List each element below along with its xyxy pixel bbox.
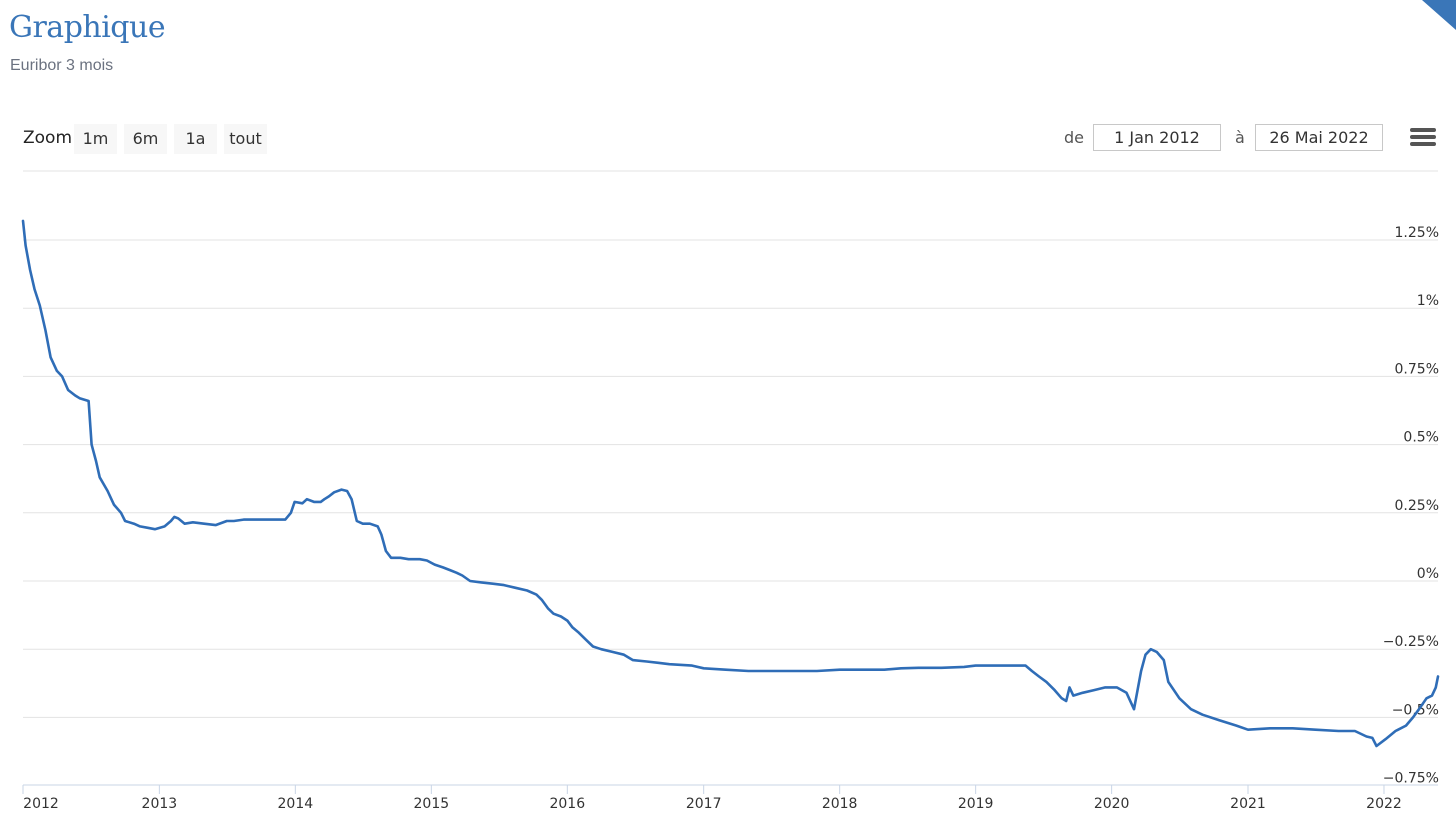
from-date-input[interactable] — [1093, 124, 1221, 151]
grid-lines — [23, 170, 1438, 718]
x-tick-label: 2015 — [414, 796, 450, 812]
y-tick-label: 0.25% — [1395, 498, 1439, 514]
y-axis-labels: 1.25% 1% 0.75% 0.5% 0.25% 0% −0.25% −0.5% −0.75% — [1383, 225, 1439, 787]
from-label: de — [1064, 128, 1084, 147]
to-date-input[interactable] — [1255, 124, 1383, 151]
page-title: Graphique — [9, 10, 166, 45]
y-tick-label: 0.5% — [1403, 430, 1439, 446]
hamburger-menu-icon[interactable] — [1410, 128, 1436, 150]
zoom-label: Zoom — [23, 128, 73, 148]
x-tick-label: 2013 — [142, 796, 178, 812]
zoom-6m-button[interactable]: 6m — [124, 124, 167, 154]
series-line-euribor-3m — [21, 219, 1440, 748]
y-tick-label: 1.25% — [1395, 225, 1439, 241]
x-tick-label: 2018 — [822, 796, 858, 812]
x-tick-label: 2020 — [1094, 796, 1130, 812]
x-tick-label: 2019 — [958, 796, 994, 812]
zoom-tout-button[interactable]: tout — [224, 124, 267, 154]
range-selector-toolbar: Zoom 1m 6m 1a tout de à — [0, 118, 1456, 158]
x-tick-label: 2021 — [1230, 796, 1266, 812]
y-tick-label: −0.25% — [1383, 634, 1439, 650]
corner-ribbon-icon — [1422, 0, 1456, 30]
x-tick-label: 2012 — [23, 796, 59, 812]
y-tick-label: 1% — [1417, 293, 1439, 309]
y-tick-label: −0.75% — [1383, 771, 1439, 787]
x-tick-label: 2016 — [549, 796, 585, 812]
zoom-1a-button[interactable]: 1a — [174, 124, 217, 154]
y-tick-label: −0.5% — [1392, 702, 1439, 718]
x-axis: 2012 2013 2014 2015 2016 2017 2018 2019 2020 2021… — [22, 784, 1438, 812]
zoom-1m-button[interactable]: 1m — [74, 124, 117, 154]
y-tick-label: 0% — [1417, 566, 1439, 582]
y-tick-label: 0.75% — [1395, 361, 1439, 377]
chart-subtitle: Euribor 3 mois — [10, 57, 114, 74]
x-tick-label: 2022 — [1366, 796, 1402, 812]
x-tick-label: 2014 — [278, 796, 314, 812]
x-tick-label: 2017 — [686, 796, 722, 812]
to-label: à — [1235, 128, 1245, 147]
